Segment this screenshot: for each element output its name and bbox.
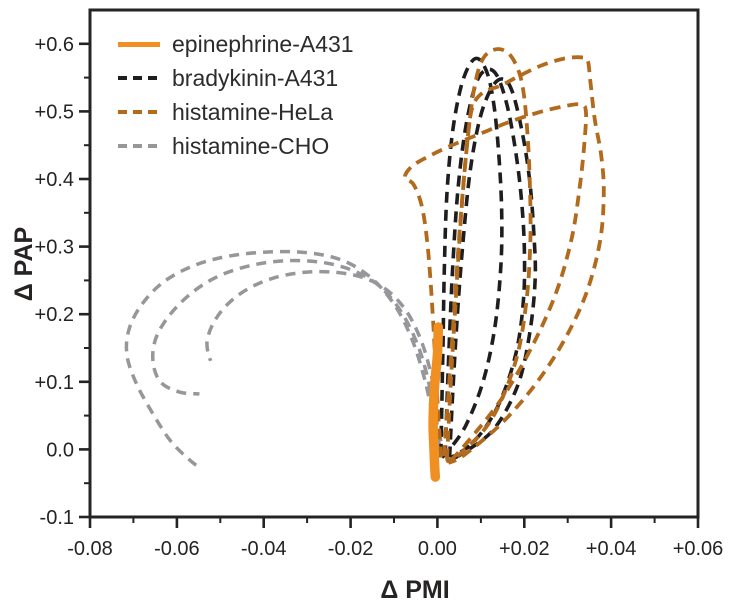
axes-layer: -0.08 -0.06 -0.04 -0.02 0.00 +0.02 +0.04 +0.06 -…	[35, 8, 724, 560]
series-bradykinin-A431-path-3	[447, 77, 538, 462]
y-tick-label: +0.4	[35, 169, 74, 191]
legend-swatch-bradykinin-A431	[118, 76, 160, 80]
y-tick-label: +0.1	[35, 372, 74, 394]
series-histamine-HeLa-path-2	[445, 55, 606, 465]
legend-item: epinephrine-A431	[118, 27, 354, 61]
legend-label: histamine-CHO	[172, 132, 330, 159]
legend-item: bradykinin-A431	[118, 61, 354, 95]
x-tick-label: -0.02	[328, 538, 374, 560]
series-bradykinin-A431-path-1	[439, 56, 504, 459]
y-tick-label: +0.5	[35, 101, 74, 123]
x-axis-title: Δ PMI	[380, 576, 449, 604]
series-histamine-HeLa-path-3	[402, 102, 588, 466]
series-epinephrine-A431-path-1	[428, 322, 444, 482]
series-histamine-CHO-path-2	[150, 258, 443, 442]
x-tick-label: +0.02	[499, 538, 550, 560]
legend-swatch-epinephrine-A431	[118, 41, 160, 47]
x-tick-label: +0.04	[586, 538, 637, 560]
x-tick-label: -0.04	[241, 538, 287, 560]
series-histamine-CHO-path-1	[124, 249, 442, 470]
y-tick-label: +0.3	[35, 237, 74, 259]
y-tick-label: +0.2	[35, 304, 74, 326]
legend-label: epinephrine-A431	[172, 30, 354, 57]
x-tick-label: +0.06	[673, 538, 724, 560]
y-tick-label: -0.1	[40, 507, 74, 529]
legend-swatch-histamine-CHO	[118, 144, 160, 148]
x-tick-label: 0.00	[418, 538, 457, 560]
y-tick-label: 0.0	[46, 439, 74, 461]
x-tick-label: -0.06	[154, 538, 200, 560]
legend-item: histamine-HeLa	[118, 95, 354, 129]
legend-label: bradykinin-A431	[172, 64, 339, 91]
series-histamine-HeLa-path-1	[442, 47, 533, 464]
series-bradykinin-A431-path-2	[443, 67, 527, 460]
y-axis-title: Δ PAP	[10, 227, 38, 301]
legend: epinephrine-A431 bradykinin-A431 histami…	[118, 27, 354, 163]
series-histamine-CHO-path-3	[205, 269, 445, 437]
series-layer	[124, 47, 606, 482]
legend-label: histamine-HeLa	[172, 98, 334, 125]
x-tick-label: -0.08	[67, 538, 113, 560]
legend-item: histamine-CHO	[118, 129, 354, 163]
y-tick-label: +0.6	[35, 34, 74, 56]
legend-swatch-histamine-HeLa	[118, 110, 160, 114]
